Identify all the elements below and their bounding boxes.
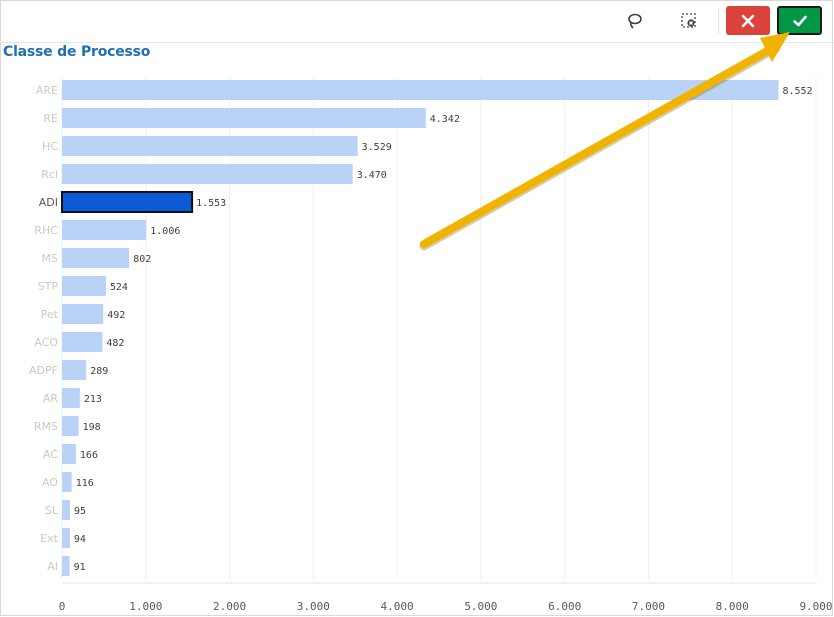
category-label[interactable]: RMS [34,420,58,433]
bar-value-label: 1.006 [150,226,180,237]
selection-toolbar [0,0,834,43]
bar[interactable] [62,164,353,184]
bar-value-label: 482 [106,338,124,349]
bar[interactable] [62,528,70,548]
category-label[interactable]: AO [42,476,58,489]
annotation-arrow [419,32,790,251]
bar-value-label: 524 [110,282,128,293]
x-tick-label: 7.000 [632,600,665,613]
x-tick-label: 3.000 [297,600,330,613]
bar-value-label: 4.342 [430,114,460,125]
category-label[interactable]: ADPF [29,364,58,377]
bar[interactable] [62,444,76,464]
category-label[interactable]: Pet [41,308,59,321]
bar[interactable] [62,500,70,520]
category-label[interactable]: Rcl [41,168,58,181]
cancel-selection-button[interactable] [726,6,770,35]
bar[interactable] [62,416,79,436]
lasso-icon [628,13,642,29]
category-label[interactable]: Ext [40,532,58,545]
bar[interactable] [62,108,426,128]
bar-value-label: 94 [74,534,86,545]
bar[interactable] [62,360,87,380]
category-label[interactable]: AR [43,392,59,405]
category-label[interactable]: STP [38,280,59,293]
confirm-selection-button[interactable] [777,6,822,35]
category-label[interactable]: ACO [34,336,58,349]
arrow-head [760,32,790,62]
chart-bars: ARE 8.552 RE 4.342 HC 3.529 Rcl 3.470 ADI 1.553 RH… [29,80,813,576]
arrow-shaft [420,42,780,248]
x-tick-label: 4.000 [381,600,414,613]
bar-value-label: 8.552 [782,86,812,97]
bar[interactable] [62,276,106,296]
x-tick-label: 6.000 [548,600,581,613]
lasso-button[interactable] [618,7,652,35]
x-tick-label: 2.000 [213,600,246,613]
bar-value-label: 3.529 [362,142,392,153]
bar[interactable] [62,248,130,268]
category-label[interactable]: HC [42,140,58,153]
x-axis: 0 1.000 2.000 3.000 4.000 5.000 6.000 7.000 8.00… [59,582,833,613]
x-tick-label: 8.000 [716,600,749,613]
x-tick-label: 9.000 [799,600,832,613]
bar-value-label: 1.553 [196,198,226,209]
bar[interactable] [62,388,80,408]
category-label[interactable]: RE [43,112,58,125]
chart-title: Classe de Processo [3,44,151,60]
bar-value-label: 3.470 [357,170,387,181]
close-icon [741,14,755,27]
bar-value-label: 198 [83,422,101,433]
bar-selected[interactable] [61,191,194,213]
x-tick-label: 5.000 [464,600,497,613]
bar[interactable] [62,556,70,576]
bar-value-label: 492 [107,310,125,321]
x-tick-label: 1.000 [129,600,162,613]
category-label[interactable]: ARE [36,84,58,97]
bar-value-label: 91 [74,562,86,573]
clear-selection-icon [681,13,696,28]
bar[interactable] [62,332,103,352]
bar[interactable] [62,136,358,156]
bar-value-label: 95 [74,506,86,517]
category-label[interactable]: SL [45,504,59,517]
check-icon [792,15,807,26]
x-tick-label: 0 [59,600,66,613]
bar-value-label: 802 [133,254,151,265]
category-label[interactable]: RHC [34,224,58,237]
bar-value-label: 289 [90,366,108,377]
bar[interactable] [62,220,147,240]
bar-value-label: 213 [84,394,102,405]
bar[interactable] [62,80,779,100]
category-label[interactable]: AI [47,560,58,573]
category-label[interactable]: ADI [39,196,58,209]
bar[interactable] [62,472,72,492]
bar[interactable] [62,304,104,324]
bar-value-label: 116 [76,478,94,489]
chart-gridlines [61,76,817,580]
category-label[interactable]: MS [42,252,58,265]
category-label[interactable]: AC [43,448,58,461]
clear-selection-button[interactable] [672,7,706,35]
bar-value-label: 166 [80,450,98,461]
toolbar-divider [718,8,719,34]
